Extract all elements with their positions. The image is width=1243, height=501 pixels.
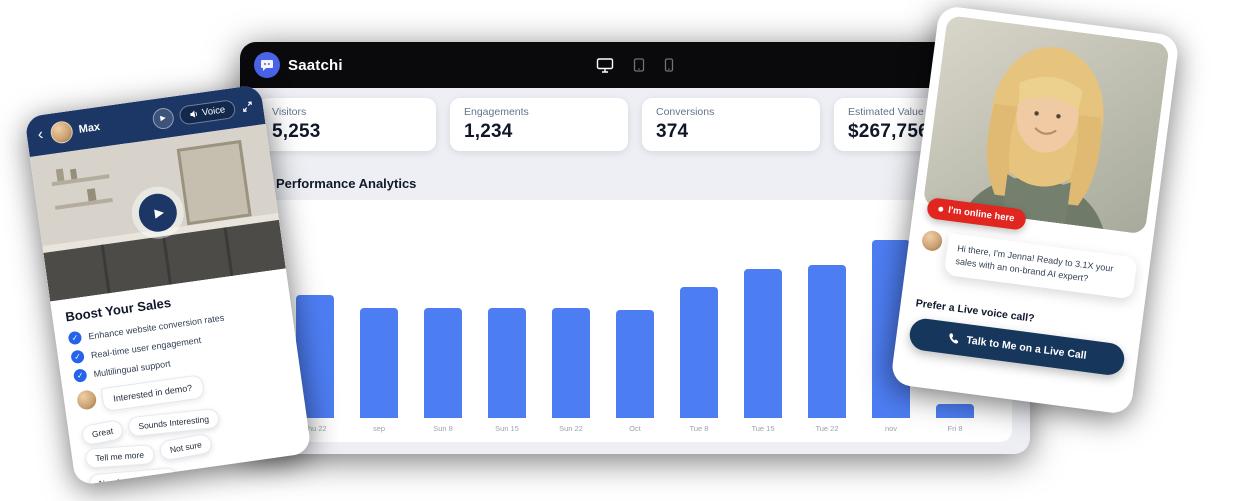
chart-bar-column: Tue 15: [744, 222, 782, 433]
quick-reply-chip[interactable]: Great: [80, 418, 125, 447]
chart-bar: [552, 308, 590, 418]
chart-x-tick-label: Tue 8: [689, 424, 709, 433]
stat-card-visitors: Visitors 5,253: [258, 98, 436, 151]
chart-bar: [680, 286, 718, 418]
chart-bar-column: Sun 8: [424, 222, 462, 433]
chart-x-tick-label: Tue 15: [751, 424, 775, 433]
speaker-icon: [189, 109, 199, 119]
widget-header-controls: ▶ Voice: [151, 95, 255, 130]
bar-chart: Thu 22 sep Sun 8 Sun 15 Sun 22 Oct Tue 8 Tue 15…: [258, 222, 1012, 433]
agent-avatar: [49, 119, 75, 145]
chat-widget-agent: I'm online here Hi there, I'm Jenna! Rea…: [890, 4, 1180, 416]
agent-message-bubble: Interested in demo?: [100, 374, 205, 413]
chart-bar-column: Oct: [616, 222, 654, 433]
chart-bar: [360, 308, 398, 418]
quick-reply-chip[interactable]: Tell me more: [84, 444, 155, 469]
stats-row: Visitors 5,253 Engagements 1,234 Convers…: [258, 98, 1012, 151]
agent-message-row: Hi there, I'm Jenna! Ready to 3.1X your …: [914, 229, 1142, 300]
stat-label: Estimated Value: [848, 106, 924, 118]
stat-label: Conversions: [656, 106, 715, 118]
chart-bar-column: sep: [360, 222, 398, 433]
play-icon: ▶: [136, 191, 180, 235]
brand-name: Saatchi: [288, 56, 343, 74]
voice-label: Voice: [201, 103, 226, 119]
check-icon: ✓: [67, 330, 83, 346]
dashboard-header: Saatchi Settings: [240, 42, 1030, 88]
chart-x-tick-label: nov: [884, 424, 898, 433]
quick-reply-chip[interactable]: Not sure: [158, 432, 213, 462]
voice-toggle[interactable]: Voice: [177, 98, 237, 126]
online-badge-label: I'm online here: [947, 204, 1016, 225]
tablet-preview-icon[interactable]: [632, 56, 647, 74]
stat-card-engagements: Engagements 1,234: [450, 98, 628, 151]
section-title: Performance Analytics: [276, 176, 417, 191]
chat-widget-video: ‹ Max ▶ Voice: [24, 84, 312, 486]
chart-bar-column: Sun 15: [488, 222, 526, 433]
chart-bar-column: nov: [872, 222, 910, 433]
agent-name: Max: [78, 120, 101, 136]
stat-card-conversions: Conversions 374: [642, 98, 820, 151]
chart-x-tick-label: Sun 15: [495, 424, 519, 433]
agent-message-bubble: Hi there, I'm Jenna! Ready to 3.1X your …: [943, 233, 1138, 300]
chart-bar: [744, 269, 782, 418]
chart-bar-column: Tue 22: [808, 222, 846, 433]
chart-x-tick-label: Sun 8: [433, 424, 453, 433]
chart-x-tick-label: Sun 22: [559, 424, 583, 433]
expand-icon[interactable]: [240, 99, 255, 114]
check-icon: ✓: [72, 368, 88, 383]
chart-bar: [424, 308, 462, 418]
chart-x-tick-label: Thu 22: [303, 424, 327, 433]
stat-value: $267,756: [848, 121, 929, 142]
quick-reply-chip[interactable]: Sounds Interesting: [127, 407, 221, 438]
saatchi-logo-icon: [254, 52, 280, 78]
stat-value: 5,253: [272, 121, 321, 142]
chart-bar: [616, 310, 654, 418]
performance-chart-panel: Thu 22 sep Sun 8 Sun 15 Sun 22 Oct Tue 8 Tue 15…: [258, 200, 1012, 442]
chart-bar-column: Fri 8: [936, 222, 974, 433]
agent-photo: [922, 14, 1170, 235]
widget-header: ‹ Max ▶ Voice: [24, 84, 266, 157]
live-call-button[interactable]: Talk to Me on a Live Call: [907, 316, 1127, 377]
analytics-dashboard: Saatchi Settings Vis: [240, 42, 1030, 454]
stat-value: 374: [656, 121, 689, 142]
chart-x-tick-label: Oct: [629, 424, 641, 433]
stat-label: Visitors: [272, 106, 307, 118]
chart-bar-column: Tue 8: [680, 222, 718, 433]
stat-label: Engagements: [464, 106, 529, 118]
agent-avatar: [75, 389, 98, 411]
chart-bar: [488, 308, 526, 418]
back-chevron-icon[interactable]: ‹: [36, 125, 45, 144]
quick-reply-chip[interactable]: Need more details: [88, 466, 179, 486]
device-preview-toggle: [595, 42, 676, 88]
chart-bar: [808, 265, 846, 418]
phone-preview-icon[interactable]: [663, 56, 676, 74]
play-icon[interactable]: ▶: [151, 106, 175, 130]
phone-icon: [947, 332, 960, 345]
feature-text: Multilingual support: [92, 357, 172, 379]
video-preview: ▶: [29, 123, 286, 302]
chart-x-tick-label: Fri 8: [947, 424, 963, 433]
chart-x-tick-label: sep: [372, 424, 386, 433]
agent-avatar: [920, 229, 944, 253]
desktop-preview-icon[interactable]: [595, 56, 616, 75]
check-icon: ✓: [70, 349, 85, 365]
live-call-label: Talk to Me on a Live Call: [965, 334, 1088, 363]
chart-bar-column: Sun 22: [552, 222, 590, 433]
chart-x-tick-label: Tue 22: [815, 424, 839, 433]
stat-value: 1,234: [464, 121, 513, 142]
online-dot-icon: [937, 206, 944, 213]
chart-bar: [936, 404, 974, 418]
widget-body: Boost Your Sales ✓ Enhance website conve…: [50, 268, 312, 486]
